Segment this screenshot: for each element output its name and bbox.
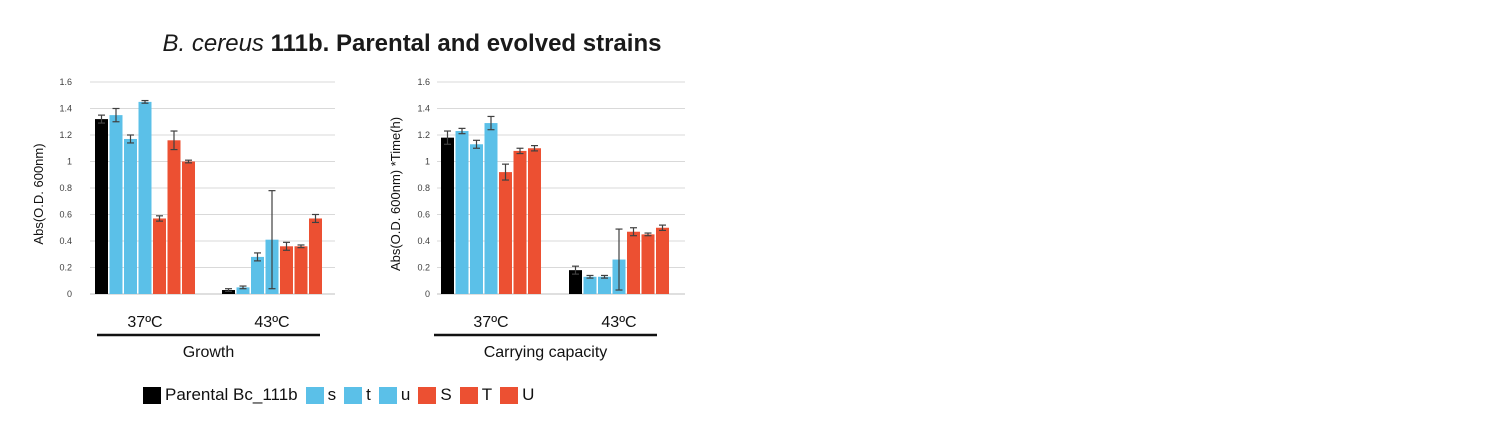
y-tick-label: 0.8 xyxy=(417,183,430,193)
legend-swatch xyxy=(459,386,478,404)
bar xyxy=(167,140,181,294)
bar xyxy=(222,290,235,294)
bar xyxy=(569,270,582,294)
legend-item: T xyxy=(459,385,493,405)
bar xyxy=(470,144,483,294)
bar xyxy=(294,246,308,294)
y-tick-label: 1.6 xyxy=(417,77,430,87)
y-tick-label: 0.6 xyxy=(417,210,430,220)
y-tick-label: 1.2 xyxy=(417,130,430,140)
y-tick-label: 0 xyxy=(67,289,72,299)
y-axis-label: Abs(O.D. 600nm) *Time(h) xyxy=(388,117,403,271)
bar xyxy=(236,287,250,294)
y-tick-label: 0.2 xyxy=(59,263,72,273)
legend-item: U xyxy=(500,385,534,405)
bar xyxy=(280,246,293,294)
legend-item: s xyxy=(305,385,337,405)
bar xyxy=(309,218,322,294)
category-label: 37ºC xyxy=(127,314,162,331)
legend: Parental Bc_111b s t u S T U xyxy=(143,384,542,406)
category-label: 43ºC xyxy=(254,314,289,331)
y-tick-label: 1 xyxy=(67,157,72,167)
legend-label: Parental Bc_111b xyxy=(165,385,298,404)
bar xyxy=(583,276,597,294)
bar xyxy=(627,231,640,294)
bar xyxy=(109,115,123,294)
bar xyxy=(641,234,655,294)
bar xyxy=(124,138,137,294)
legend-item: u xyxy=(378,385,411,405)
legend-label: t xyxy=(366,385,371,404)
y-tick-label: 0.2 xyxy=(417,263,430,273)
bar xyxy=(528,148,541,294)
legend-label: s xyxy=(327,385,337,404)
bar xyxy=(513,150,527,294)
legend-item: t xyxy=(344,385,371,405)
y-axis-label: Abs(O.D. 600nm) xyxy=(31,143,46,244)
y-tick-label: 1 xyxy=(425,157,430,167)
legend-label: U xyxy=(522,385,535,404)
y-tick-label: 0.4 xyxy=(417,236,430,246)
legend-label: T xyxy=(481,385,493,404)
legend-swatch xyxy=(500,386,519,404)
y-tick-label: 1.4 xyxy=(59,104,72,114)
bar xyxy=(138,101,152,294)
bar xyxy=(95,119,108,294)
y-tick-label: 1.6 xyxy=(59,77,72,87)
y-tick-label: 0.8 xyxy=(59,183,72,193)
group-label: Growth xyxy=(183,344,235,361)
category-label: 37ºC xyxy=(473,314,508,331)
bar xyxy=(441,137,454,294)
title-species: B. cereus xyxy=(162,30,264,57)
figure-title: B. cereus 111b. Parental and evolved str… xyxy=(0,30,824,58)
y-tick-label: 0 xyxy=(425,289,430,299)
bar xyxy=(598,276,611,294)
title-rest: 111b. Parental and evolved strains xyxy=(270,30,662,57)
category-label: 43ºC xyxy=(601,314,636,331)
bar xyxy=(499,172,512,294)
legend-swatch xyxy=(378,386,397,404)
legend-label: u xyxy=(400,385,411,404)
y-tick-label: 1.4 xyxy=(417,104,430,114)
bar xyxy=(455,131,469,294)
legend-item: Parental Bc_111b xyxy=(143,385,298,405)
legend-swatch xyxy=(418,386,437,404)
bar xyxy=(484,123,498,294)
legend-swatch xyxy=(143,386,161,404)
bar xyxy=(251,256,264,294)
legend-item: S xyxy=(418,385,452,405)
group-label: Carrying capacity xyxy=(484,344,608,361)
bar xyxy=(182,161,195,294)
legend-swatch xyxy=(344,386,363,404)
legend-label: S xyxy=(440,385,452,404)
y-tick-label: 0.4 xyxy=(59,236,72,246)
y-tick-label: 1.2 xyxy=(59,130,72,140)
legend-swatch xyxy=(305,386,324,404)
bar xyxy=(153,218,166,294)
y-tick-label: 0.6 xyxy=(59,210,72,220)
bar xyxy=(656,227,669,294)
